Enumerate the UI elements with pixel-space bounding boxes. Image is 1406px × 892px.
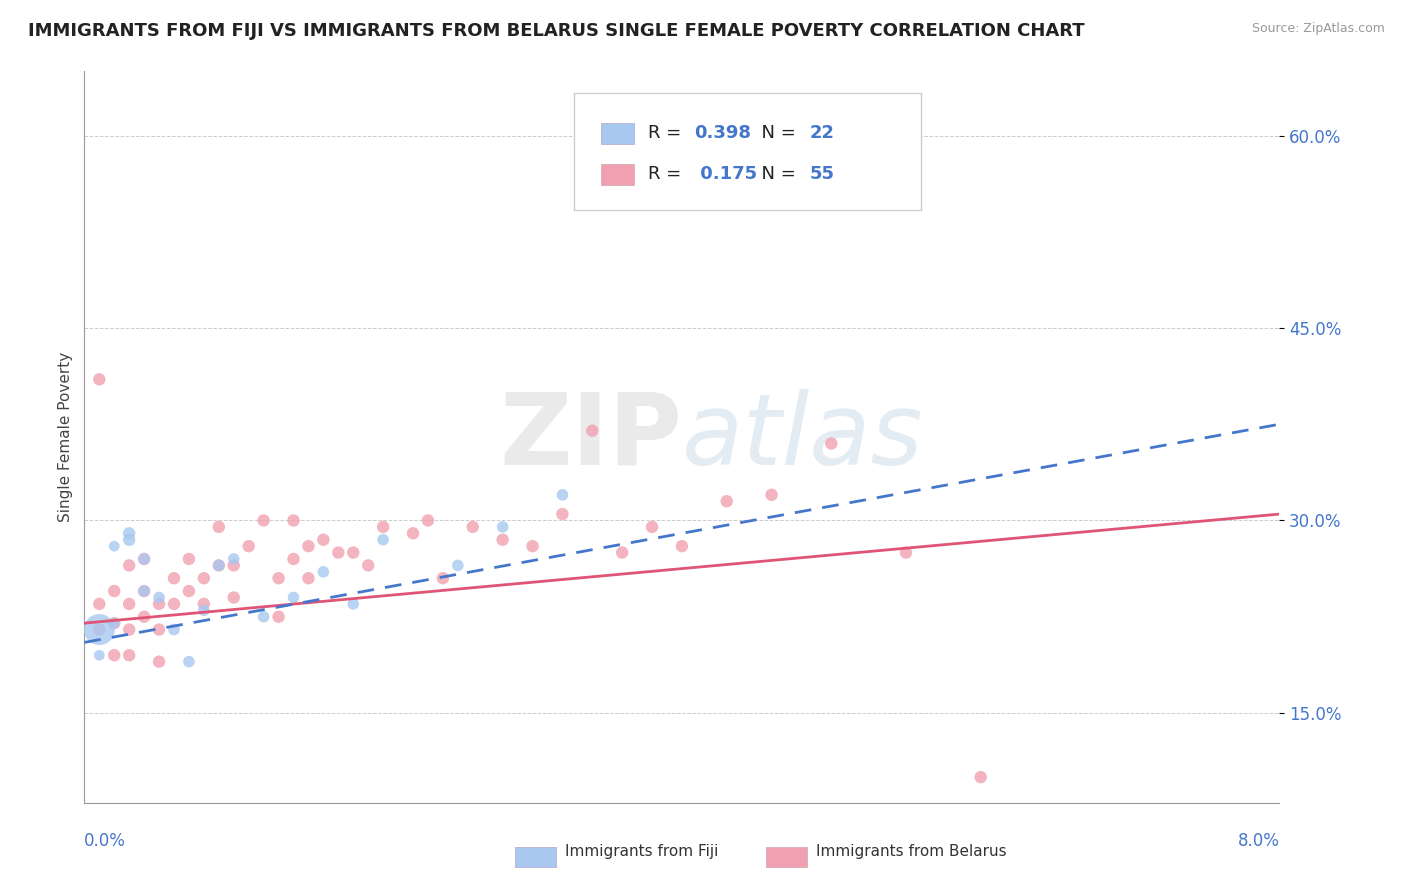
Point [416, 514, 439, 528]
Point [103, 648, 125, 663]
Point [208, 558, 231, 573]
Point [342, 597, 364, 611]
Point [238, 539, 260, 553]
Point [671, 539, 693, 553]
Point [193, 571, 215, 585]
Point [148, 623, 170, 637]
Point [492, 520, 515, 534]
Point [283, 552, 305, 566]
Point [283, 514, 305, 528]
Point [970, 770, 993, 784]
Text: Source: ZipAtlas.com: Source: ZipAtlas.com [1251, 22, 1385, 36]
Point [267, 609, 290, 624]
Point [208, 558, 231, 573]
Point [222, 591, 245, 605]
Point [716, 494, 738, 508]
FancyBboxPatch shape [515, 847, 557, 867]
Text: Immigrants from Fiji: Immigrants from Fiji [565, 845, 718, 859]
Point [148, 591, 170, 605]
Point [177, 552, 200, 566]
Point [118, 526, 141, 541]
FancyBboxPatch shape [600, 164, 634, 185]
Point [641, 520, 664, 534]
Point [253, 609, 276, 624]
Text: 8.0%: 8.0% [1237, 832, 1279, 850]
Point [522, 539, 544, 553]
Point [177, 584, 200, 599]
Point [132, 552, 156, 566]
Point [177, 655, 200, 669]
Point [148, 655, 170, 669]
Text: IMMIGRANTS FROM FIJI VS IMMIGRANTS FROM BELARUS SINGLE FEMALE POVERTY CORRELATIO: IMMIGRANTS FROM FIJI VS IMMIGRANTS FROM … [28, 22, 1085, 40]
Point [163, 623, 186, 637]
Y-axis label: Single Female Poverty: Single Female Poverty [58, 352, 73, 522]
Point [89, 623, 111, 637]
Point [118, 558, 141, 573]
Point [373, 520, 395, 534]
Point [297, 539, 319, 553]
Point [342, 545, 364, 559]
Point [373, 533, 395, 547]
Text: N =: N = [749, 124, 801, 143]
Point [402, 526, 425, 541]
Text: 0.175: 0.175 [695, 165, 756, 184]
Point [118, 623, 141, 637]
Point [208, 520, 231, 534]
Text: 55: 55 [810, 165, 835, 184]
Point [267, 571, 290, 585]
Point [761, 488, 783, 502]
Point [283, 591, 305, 605]
Text: N =: N = [749, 165, 801, 184]
Point [118, 533, 141, 547]
Point [447, 558, 470, 573]
Point [253, 514, 276, 528]
Point [103, 539, 125, 553]
Point [89, 597, 111, 611]
Point [132, 552, 156, 566]
Point [297, 571, 319, 585]
Point [132, 584, 156, 599]
Point [894, 545, 917, 559]
FancyBboxPatch shape [766, 847, 807, 867]
Point [328, 545, 350, 559]
Point [193, 597, 215, 611]
Point [132, 609, 156, 624]
FancyBboxPatch shape [600, 123, 634, 144]
Point [222, 552, 245, 566]
Point [89, 372, 111, 386]
Point [551, 488, 574, 502]
Text: ZIP: ZIP [499, 389, 682, 485]
Point [103, 616, 125, 631]
Text: Immigrants from Belarus: Immigrants from Belarus [815, 845, 1007, 859]
Text: R =: R = [648, 165, 688, 184]
Point [118, 648, 141, 663]
Point [163, 597, 186, 611]
Point [612, 545, 634, 559]
Point [222, 558, 245, 573]
Point [312, 565, 335, 579]
FancyBboxPatch shape [575, 94, 921, 211]
Point [432, 571, 454, 585]
Text: R =: R = [648, 124, 688, 143]
Point [103, 584, 125, 599]
Point [148, 597, 170, 611]
Point [118, 597, 141, 611]
Point [132, 584, 156, 599]
Text: atlas: atlas [682, 389, 924, 485]
Point [820, 436, 842, 450]
Point [461, 520, 484, 534]
Point [89, 623, 111, 637]
Text: 0.0%: 0.0% [84, 832, 127, 850]
Point [551, 507, 574, 521]
Point [581, 424, 603, 438]
Point [492, 533, 515, 547]
Point [103, 616, 125, 631]
Point [163, 571, 186, 585]
Point [312, 533, 335, 547]
Point [193, 603, 215, 617]
Point [89, 648, 111, 663]
Text: 0.398: 0.398 [695, 124, 751, 143]
Text: 22: 22 [810, 124, 835, 143]
Point [357, 558, 380, 573]
